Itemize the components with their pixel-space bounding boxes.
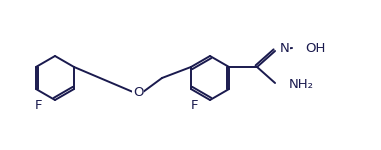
- Text: OH: OH: [305, 42, 325, 54]
- Text: F: F: [191, 99, 199, 112]
- Text: O: O: [133, 85, 143, 99]
- Text: F: F: [35, 99, 43, 112]
- Text: N: N: [280, 42, 290, 54]
- Text: NH₂: NH₂: [289, 78, 314, 92]
